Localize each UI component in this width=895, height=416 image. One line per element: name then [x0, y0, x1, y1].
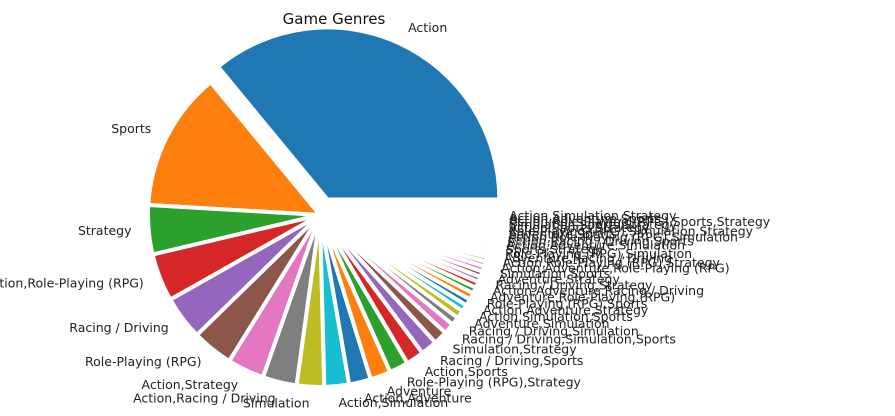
slice-label: Action,Adventure,Simulation	[507, 237, 685, 252]
pie-slice	[318, 213, 495, 220]
slice-label: Sports,Strategy	[506, 241, 604, 256]
slice-label: Adventure,Strategy	[498, 272, 621, 287]
slice-label: Action,Role-Playing (RPG)	[0, 276, 144, 291]
slice-label: Racing / Driving,Simulation	[469, 323, 639, 338]
slice-label: Adventure,Role-Playing (RPG)	[490, 290, 675, 305]
slice-label: Sports	[111, 121, 151, 136]
slice-label: Action,Role-Playing (RPG),Strategy	[503, 255, 721, 270]
slice-label: Strategy	[78, 223, 132, 238]
slice-label: Adventure,Simulation	[474, 316, 609, 331]
slice-label: Action,Adventure,Strategy	[483, 303, 649, 318]
slice-label: Simulation,Sports,Strategy	[509, 217, 678, 232]
slice-label: Adventure,Racing / Driving	[504, 250, 672, 265]
slice-label: Action,Strategy	[142, 377, 239, 392]
slice-label: Racing / Driving,Strategy	[496, 277, 654, 292]
pie-slice	[215, 25, 502, 202]
slice-label: Role-Playing (RPG),Strategy	[407, 375, 582, 390]
slice-label: Action,Adventure,Racing / Driving	[493, 283, 704, 298]
slice-label: Role-Playing (RPG),Sports	[487, 296, 648, 311]
pie-slices	[146, 25, 502, 389]
slice-label: Action,Role-Playing (RPG),Sports,Strateg…	[509, 214, 771, 229]
slice-label: Racing / Driving,Sports	[440, 353, 583, 368]
pie-labels: Action Sports Strategy Action,Role-Playing …	[0, 20, 771, 411]
slice-label: Action,Simulation	[339, 395, 449, 410]
slice-label: Adventure,Sports	[508, 226, 617, 241]
slice-label: Action,Racing / Driving	[133, 390, 276, 405]
slice-label: Racing / Driving	[69, 320, 168, 335]
slice-label: Action,Adventure	[364, 391, 472, 406]
slice-label: Role-Playing (RPG)	[85, 354, 201, 369]
slice-label: Simulation,Sports	[500, 266, 611, 281]
slice-label: Action,Racing / Driving,Sports	[507, 234, 694, 249]
slice-label: Action,Sports,Strategy	[509, 220, 650, 235]
slice-label: Role-Playing (RPG),Simulation	[505, 246, 692, 261]
slice-label: Action,Adventure,Role-Playing (RPG)	[501, 260, 729, 275]
slice-label: Racing / Driving,Simulation,Sports	[462, 332, 676, 347]
slice-label: Action	[408, 20, 447, 35]
slice-label: Action,Role-Playing (RPG),Simulation	[508, 230, 738, 245]
pie-slice	[146, 80, 322, 217]
slice-label: Action,Adventure,Sports	[509, 211, 661, 226]
slice-label: Adventure	[387, 384, 452, 399]
slice-label: Simulation,Strategy	[453, 342, 578, 357]
slice-label: Action,Simulation,Strategy	[509, 208, 677, 223]
slice-label: Simulation	[243, 395, 310, 410]
slice-label: Action,Sports	[425, 364, 508, 379]
slice-label: Role-Playing (RPG),Simulation,Strategy	[509, 223, 754, 238]
slice-label: Action,Simulation,Sports	[479, 309, 633, 324]
chart-title: Game Genres	[283, 10, 386, 28]
